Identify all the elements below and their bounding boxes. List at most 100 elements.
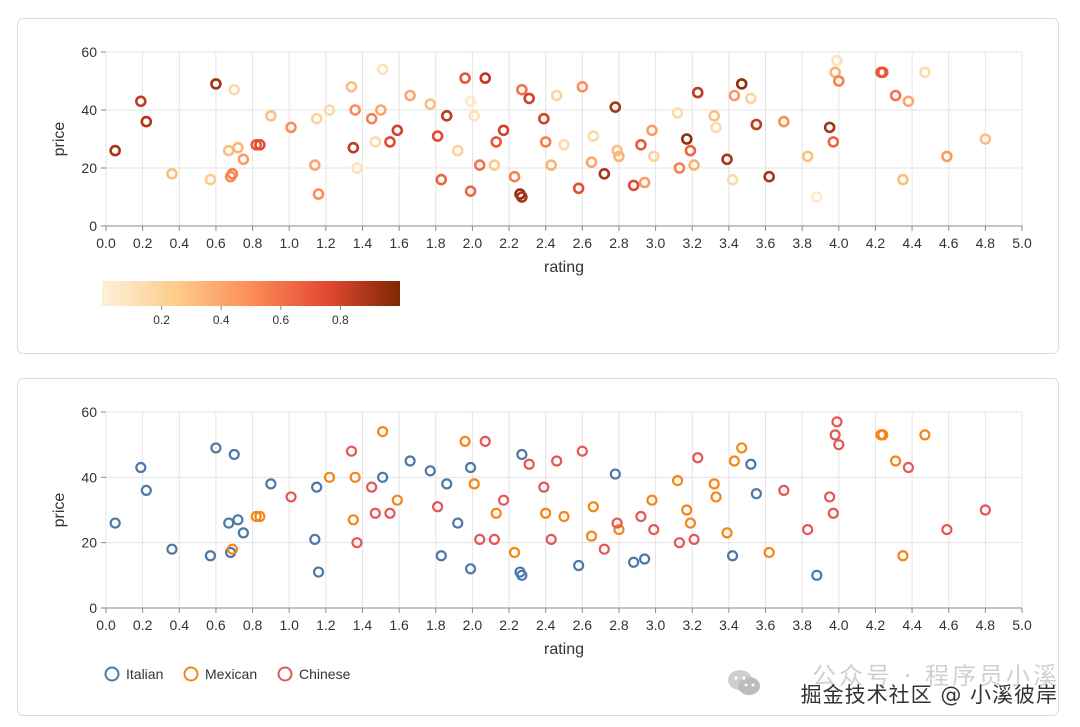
x-tick-label: 4.8 [976, 617, 996, 633]
data-point [613, 150, 625, 163]
data-point [726, 173, 739, 186]
data-point-mexican [728, 455, 740, 467]
data-point-italian [232, 514, 244, 526]
color-legend-label: 0.8 [332, 313, 349, 327]
data-point-italian [464, 563, 477, 575]
data-point-chinese [902, 461, 915, 474]
x-tick-label: 3.2 [683, 235, 703, 251]
data-point-mexican [736, 442, 748, 454]
data-point [312, 188, 325, 200]
data-point [811, 191, 823, 203]
data-point [384, 136, 396, 148]
data-point [497, 124, 510, 137]
x-tick-label: 2.2 [499, 617, 519, 633]
data-point [376, 63, 389, 76]
data-point [459, 72, 471, 84]
wechat-icon [728, 670, 760, 695]
data-point [285, 121, 297, 134]
x-tick-label: 1.2 [316, 235, 336, 251]
x-tick-label: 4.6 [939, 617, 959, 633]
data-point-chinese [545, 533, 557, 545]
data-point [979, 133, 992, 145]
data-point [646, 124, 658, 137]
data-point-chinese [384, 507, 396, 519]
data-point-chinese [673, 537, 686, 549]
x-tick-label: 0.4 [170, 617, 190, 633]
data-point [708, 110, 721, 122]
x-tick-label: 2.6 [573, 235, 593, 251]
data-point-italian [639, 553, 651, 565]
data-point-chinese [802, 524, 814, 536]
data-point [309, 159, 321, 171]
data-point-chinese [611, 517, 623, 529]
data-point [902, 95, 915, 108]
y-tick-label: 60 [81, 44, 97, 60]
data-point [440, 110, 453, 122]
data-point-mexican [671, 474, 684, 487]
x-tick-label: 5.0 [1012, 617, 1032, 633]
data-point-italian [140, 484, 152, 497]
color-legend-label: 0.4 [213, 313, 230, 327]
data-point-mexican [710, 491, 722, 503]
data-point-chinese [598, 543, 610, 555]
data-point [671, 107, 684, 119]
data-point-mexican [490, 507, 502, 519]
chart-panel-categorical: 0.0 0.2 0.4 0.6 0.8 1.0 1.2 1.4 1.6 1.8 2.0 2.2 2.4 2… [17, 378, 1059, 716]
legend-symbol-italian [104, 666, 120, 682]
data-point [237, 153, 250, 166]
x-tick-label: 4.0 [829, 617, 849, 633]
data-point [550, 89, 563, 102]
data-point [508, 170, 521, 183]
data-point [135, 95, 147, 108]
data-point-italian [516, 569, 528, 581]
data-point-mexican [323, 471, 336, 483]
data-point [684, 144, 697, 157]
data-point-mexican [587, 501, 599, 513]
data-point [832, 75, 845, 87]
x-tick-label: 3.8 [792, 235, 812, 251]
x-tick-label: 0.6 [206, 235, 226, 251]
data-point-mexican [646, 494, 658, 506]
x-tick-label: 3.0 [646, 617, 666, 633]
data-point [204, 173, 217, 186]
data-point-mexican [254, 510, 266, 523]
x-tick-label: 1.4 [353, 617, 373, 633]
plot-area: 0.0 0.2 0.4 0.6 0.8 1.0 1.2 1.4 1.6 1.8 2.0 2.2 2.4 2… [51, 44, 1032, 276]
data-point-italian [265, 478, 277, 490]
y-tick-label: 40 [81, 469, 97, 485]
data-point [647, 150, 660, 163]
data-point-italian [726, 550, 739, 562]
data-point [801, 150, 814, 163]
x-tick-label: 3.6 [756, 235, 776, 251]
data-point-italian [404, 455, 416, 467]
x-tick-label: 1.6 [389, 617, 409, 633]
data-point-italian [811, 569, 823, 581]
x-tick-label: 4.6 [939, 235, 959, 251]
data-point-chinese [523, 458, 535, 470]
data-point-mexican [468, 478, 480, 490]
data-point [254, 139, 266, 151]
x-axis-title: rating [544, 259, 584, 276]
watermark-faint-text: 公众号 · 程序员小溪 [812, 662, 1060, 690]
data-point-mexican [721, 527, 733, 539]
data-point [369, 136, 382, 148]
data-point-chinese [941, 524, 953, 536]
data-point-mexican [684, 517, 697, 529]
data-point-chinese [824, 491, 836, 503]
data-point [919, 66, 931, 79]
data-point-chinese [551, 455, 563, 467]
data-point-chinese [692, 452, 704, 464]
x-tick-label: 2.0 [463, 235, 483, 251]
data-point-chinese [688, 533, 700, 545]
x-tick-label: 4.0 [829, 235, 849, 251]
y-tick-label: 0 [89, 600, 97, 616]
data-point [827, 136, 840, 148]
data-point-mexican [226, 543, 239, 555]
data-point-mexican [681, 504, 693, 516]
data-point-mexican [349, 471, 361, 483]
data-point-italian [312, 566, 325, 578]
data-point [545, 159, 557, 171]
legend-label-italian: Italian [126, 666, 163, 682]
x-tick-label: 3.8 [792, 617, 812, 633]
data-point [365, 112, 378, 125]
